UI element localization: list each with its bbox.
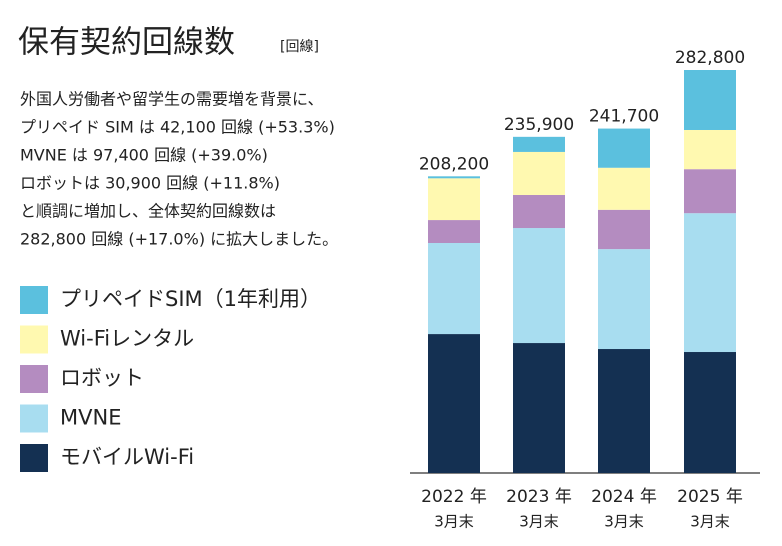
x-tick-label: 3月末 — [604, 513, 644, 531]
bar-segment — [598, 209, 650, 250]
legend-label: モバイルWi-Fi — [60, 445, 194, 469]
legend-swatch — [20, 444, 48, 472]
bar-segment — [513, 151, 565, 195]
x-tick-label: 2022 年 — [421, 487, 487, 507]
bar-segment — [428, 242, 480, 335]
bar-segment — [684, 213, 736, 353]
legend-label: ロボット — [60, 366, 144, 390]
total-label: 235,900 — [504, 115, 574, 135]
bar-segment — [598, 128, 650, 168]
bar-segment — [598, 249, 650, 350]
bar-segment — [428, 220, 480, 243]
legend-swatch — [20, 365, 48, 393]
x-tick-label: 2023 年 — [506, 487, 572, 507]
bar-segment — [684, 352, 736, 473]
bar-segment — [684, 129, 736, 170]
bar-segment — [598, 349, 650, 473]
bar-segment — [513, 343, 565, 473]
description-line: と順調に増加し、全体契約回線数は — [20, 202, 276, 221]
total-label: 241,700 — [589, 107, 659, 127]
bar-segment — [684, 70, 736, 130]
x-tick-label: 3月末 — [519, 513, 559, 531]
chart-title: 保有契約回線数 — [18, 25, 235, 61]
description-line: MVNE は 97,400 回線 (+39.0%) — [20, 146, 268, 165]
x-tick-label: 3月末 — [434, 513, 474, 531]
description-line: 外国人労働者や留学生の需要増を背景に、 — [20, 90, 324, 109]
x-tick-label: 3月末 — [690, 513, 730, 531]
bar-segment — [428, 334, 480, 473]
description-line: プリペイド SIM は 42,100 回線 (+53.3%) — [20, 118, 335, 137]
total-label: 282,800 — [675, 48, 745, 68]
bar-segment — [428, 176, 480, 179]
bar-segment — [513, 136, 565, 152]
legend-swatch — [20, 325, 48, 354]
x-tick-label: 2025 年 — [677, 487, 743, 507]
unit: [回線] — [280, 39, 319, 55]
bar-segment — [428, 178, 480, 221]
legend-swatch — [20, 404, 48, 433]
legend-label: Wi-Fiレンタル — [60, 327, 194, 351]
bar-segment — [684, 169, 736, 214]
x-tick-label: 2024 年 — [591, 487, 657, 507]
legend-label: プリペイドSIM（1年利用） — [60, 287, 321, 311]
legend-swatch — [20, 286, 48, 314]
legend-label: MVNE — [60, 406, 121, 430]
bar-segment — [513, 194, 565, 229]
description-line: ロボットは 30,900 回線 (+11.8%) — [20, 174, 280, 193]
bar-segment — [513, 228, 565, 344]
total-label: 208,200 — [419, 154, 489, 174]
bar-segment — [598, 167, 650, 210]
description-line: 282,800 回線 (+17.0%) に拡大しました。 — [20, 230, 338, 249]
